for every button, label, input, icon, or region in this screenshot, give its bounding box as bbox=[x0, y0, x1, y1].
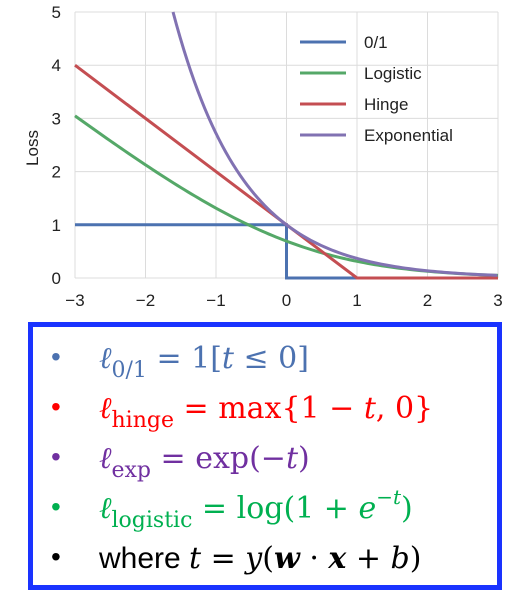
formula-hinge: • ℓhinge = max{1 − 𝑡, 0} bbox=[33, 391, 497, 439]
formula-zero-one: • ℓ0/1 = 1[𝑡 ≤ 0] bbox=[33, 341, 497, 389]
dot-op: · bbox=[299, 541, 329, 576]
series-line-hinge bbox=[74, 64, 498, 280]
y-tick-label: 2 bbox=[52, 163, 61, 182]
formula-exp: • ℓexp = exp(−𝑡) bbox=[33, 441, 497, 489]
x-tick-label: −1 bbox=[206, 291, 225, 310]
subscript: exp bbox=[111, 458, 152, 483]
formula-rhs-close: + 𝑏) bbox=[346, 541, 422, 576]
x-vector: 𝒙 bbox=[328, 541, 347, 576]
formula-zero-one-text: ℓ0/1 = 1[𝑡 ≤ 0] bbox=[99, 341, 309, 382]
legend-label: Exponential bbox=[364, 126, 453, 145]
bullet: • bbox=[51, 341, 61, 372]
y-tick-label: 1 bbox=[52, 216, 61, 235]
x-tick-label: 2 bbox=[423, 291, 432, 310]
legend-label: 0/1 bbox=[364, 33, 388, 52]
formula-logistic: • ℓlogistic = log(1 + 𝑒−𝑡) bbox=[33, 487, 497, 539]
y-tick-label: 4 bbox=[52, 56, 61, 75]
x-tick-label: 1 bbox=[352, 291, 361, 310]
ell-symbol: ℓ bbox=[99, 391, 112, 426]
formula-logistic-text: ℓlogistic = log(1 + 𝑒−𝑡) bbox=[99, 487, 413, 532]
y-tick-label: 3 bbox=[52, 109, 61, 128]
formula-rhs: = log(1 + 𝑒 bbox=[192, 491, 377, 526]
where-word: where bbox=[99, 542, 190, 575]
bullet: • bbox=[51, 391, 61, 422]
subscript: hinge bbox=[111, 408, 174, 433]
formula-exp-text: ℓexp = exp(−𝑡) bbox=[99, 441, 310, 482]
subscript: logistic bbox=[111, 508, 193, 533]
x-tick-label: −3 bbox=[65, 291, 84, 310]
legend-label: Hinge bbox=[364, 95, 408, 114]
formula-rhs: = max{1 − 𝑡, 0} bbox=[173, 391, 434, 426]
formula-hinge-text: ℓhinge = max{1 − 𝑡, 0} bbox=[99, 391, 434, 432]
ell-symbol: ℓ bbox=[99, 491, 112, 526]
bullet: • bbox=[51, 491, 61, 522]
bullet: • bbox=[51, 441, 61, 472]
x-tick-label: 0 bbox=[282, 291, 291, 310]
superscript: −𝑡 bbox=[376, 485, 402, 509]
formula-rhs: = exp(−𝑡) bbox=[151, 441, 310, 476]
series-line-exponential bbox=[171, 11, 498, 277]
subscript: 0/1 bbox=[111, 358, 147, 383]
y-axis-label: Loss bbox=[23, 130, 42, 166]
legend-label: Logistic bbox=[364, 64, 422, 83]
legend: 0/1 Logistic Hinge Exponential bbox=[300, 33, 453, 145]
formula-where: • where 𝑡 = 𝑦(𝒘 · 𝒙 + 𝑏) bbox=[33, 541, 497, 589]
formula-rhs-close: ) bbox=[401, 491, 413, 526]
w-vector: 𝒘 bbox=[273, 541, 300, 576]
y-tick-label: 0 bbox=[52, 269, 61, 288]
y-tick-label: 5 bbox=[52, 3, 61, 22]
series-lines bbox=[74, 11, 499, 280]
ell-symbol: ℓ bbox=[99, 341, 112, 376]
loss-chart: −3 −2 −1 0 1 2 3 0 1 2 3 4 5 Loss 0/1 Logistic Hinge Ex… bbox=[23, 3, 503, 310]
x-tick-label: −2 bbox=[136, 291, 155, 310]
formula-rhs: 𝑡 = 𝑦( bbox=[189, 541, 274, 576]
tick-labels: −3 −2 −1 0 1 2 3 0 1 2 3 4 5 bbox=[52, 3, 503, 310]
formula-where-text: where 𝑡 = 𝑦(𝒘 · 𝒙 + 𝑏) bbox=[99, 541, 421, 576]
x-tick-label: 3 bbox=[493, 291, 502, 310]
bullet: • bbox=[51, 541, 61, 572]
formula-rhs: = 1[𝑡 ≤ 0] bbox=[146, 341, 309, 376]
formula-box: • ℓ0/1 = 1[𝑡 ≤ 0] • ℓhinge = max{1 − 𝑡, … bbox=[28, 322, 502, 590]
ell-symbol: ℓ bbox=[99, 441, 112, 476]
